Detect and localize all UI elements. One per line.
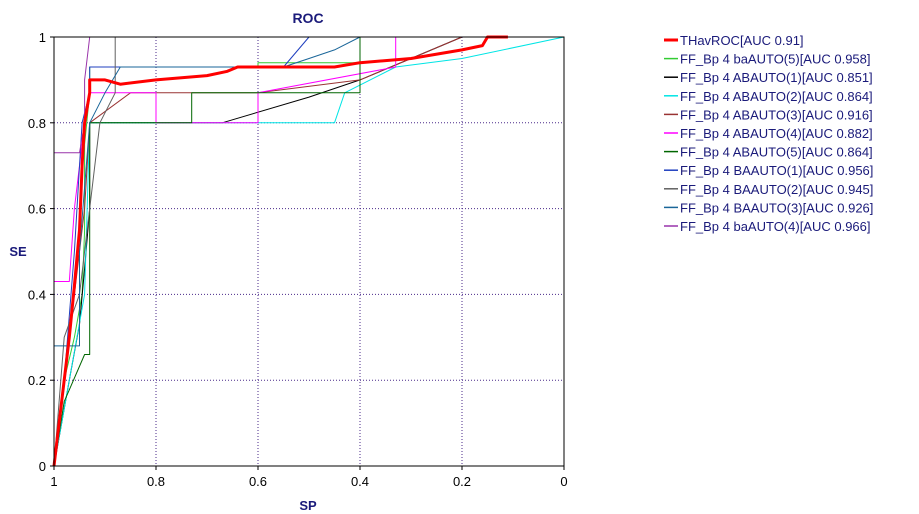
y-tick-label: 0.8 xyxy=(28,116,46,131)
x-tick-label: 1 xyxy=(50,474,57,489)
legend-entry: FF_Bp 4 ABAUTO(4)[AUC 0.882] xyxy=(680,126,873,141)
series-line-7 xyxy=(53,36,564,467)
legend-entry: THavROC[AUC 0.91] xyxy=(680,33,804,48)
y-tick-label: 0.2 xyxy=(28,373,46,388)
legend-entry: FF_Bp 4 BAAUTO(1)[AUC 0.956] xyxy=(680,163,873,178)
x-axis-label: SP xyxy=(299,498,317,513)
y-tick-label: 0.6 xyxy=(28,202,46,217)
legend-entry: FF_Bp 4 ABAUTO(5)[AUC 0.864] xyxy=(680,145,873,160)
legend-entry: FF_Bp 4 BAAUTO(3)[AUC 0.926] xyxy=(680,200,873,215)
series-line-6 xyxy=(53,36,564,466)
legend-entry: FF_Bp 4 baAUTO(5)[AUC 0.958] xyxy=(680,52,871,67)
plot-frame xyxy=(53,36,565,467)
series-line-4 xyxy=(53,36,565,467)
y-tick-label: 0.4 xyxy=(28,287,46,302)
x-tick-label: 0.4 xyxy=(351,474,369,489)
y-axis-label: SE xyxy=(9,244,27,259)
y-tick-label: 1 xyxy=(39,30,46,45)
ticks: 1 0.8 0.6 0.4 0.2 0 0 0.2 0.4 0.6 0.8 1 xyxy=(28,30,568,489)
legend-entry: FF_Bp 4 ABAUTO(1)[AUC 0.851] xyxy=(680,70,873,85)
legend-entry: FF_Bp 4 ABAUTO(3)[AUC 0.916] xyxy=(680,107,873,122)
series-line-1 xyxy=(52,35,508,467)
x-tick-label: 0 xyxy=(560,474,567,489)
x-tick-label: 0.8 xyxy=(147,474,165,489)
legend-entry: FF_Bp 4 ABAUTO(2)[AUC 0.864] xyxy=(680,89,873,104)
legend: THavROC[AUC 0.91] FF_Bp 4 baAUTO(5)[AUC 0… xyxy=(664,33,873,234)
plot-area xyxy=(54,37,564,466)
series-line-10 xyxy=(53,36,564,466)
y-tick-label: 0 xyxy=(39,459,46,474)
chart-title: ROC xyxy=(292,10,323,26)
x-tick-label: 0.2 xyxy=(453,474,471,489)
legend-entry: FF_Bp 4 BAAUTO(2)[AUC 0.945] xyxy=(680,182,873,197)
x-tick-label: 0.6 xyxy=(249,474,267,489)
legend-entry: FF_Bp 4 baAUTO(4)[AUC 0.966] xyxy=(680,219,871,234)
